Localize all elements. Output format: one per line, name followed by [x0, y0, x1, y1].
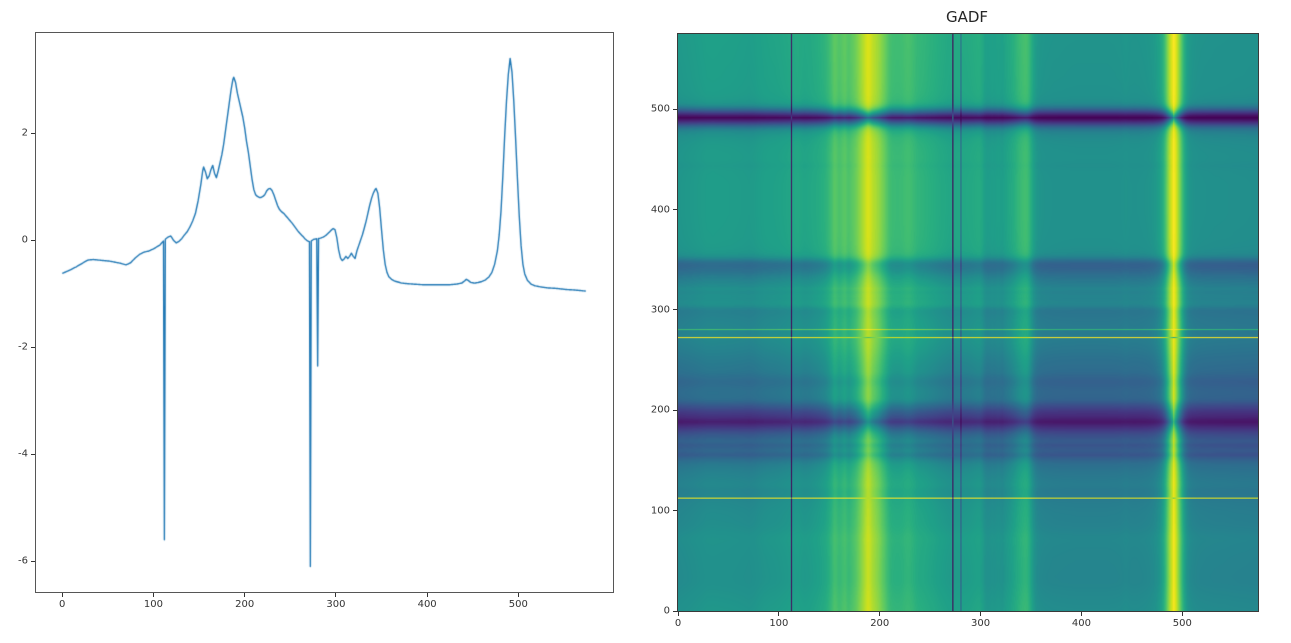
gadf-y-tick-0-label: 0: [663, 605, 670, 617]
gadf-y-tick-400-label: 400: [650, 204, 670, 216]
line-y-tick-2-label: 2: [21, 127, 28, 139]
line-y-tick-0-mark: [31, 239, 35, 241]
line-plot-canvas: [36, 33, 613, 592]
gadf-y-tick-200-mark: [673, 409, 677, 411]
line-y-tick--6-mark: [31, 560, 35, 562]
gadf-y-tick-0-mark: [673, 610, 677, 612]
gadf-x-tick-100-label: 100: [769, 618, 789, 629]
line-x-tick-400-label: 400: [417, 599, 437, 610]
gadf-x-tick-0-mark: [677, 612, 679, 616]
gadf-y-tick-500-mark: [673, 108, 677, 110]
gadf-x-tick-300-mark: [980, 612, 982, 616]
gadf-x-tick-400-label: 400: [1071, 618, 1092, 629]
gadf-x-tick-500-label: 500: [1172, 618, 1192, 629]
line-x-tick-300-mark: [335, 593, 337, 597]
gadf-y-tick-300-mark: [673, 309, 677, 311]
line-y-tick-2-mark: [31, 132, 35, 134]
gadf-heatmap-canvas: [678, 34, 1258, 611]
line-x-tick-0-mark: [61, 593, 63, 597]
gadf-x-tick-400-mark: [1080, 612, 1082, 616]
line-plot-axes: [35, 32, 614, 593]
line-y-tick--4-mark: [31, 453, 35, 455]
line-y-tick--6-label: -6: [18, 555, 28, 567]
gadf-x-tick-200-mark: [879, 612, 881, 616]
gadf-x-tick-200-label: 200: [870, 618, 890, 629]
line-y-tick--2-mark: [31, 346, 35, 348]
gadf-y-tick-400-mark: [673, 209, 677, 211]
gadf-y-tick-100-label: 100: [650, 505, 670, 517]
line-x-tick-500-mark: [517, 593, 519, 597]
gadf-y-tick-200-label: 200: [650, 404, 670, 416]
line-x-tick-100-label: 100: [143, 599, 163, 610]
line-x-tick-0-label: 0: [59, 599, 66, 610]
line-x-tick-400-mark: [426, 593, 428, 597]
gadf-x-tick-0-label: 0: [674, 618, 682, 629]
line-x-tick-200-mark: [244, 593, 246, 597]
gadf-y-tick-300-label: 300: [650, 304, 670, 316]
gadf-x-tick-100-mark: [778, 612, 780, 616]
gadf-title: GADF: [945, 8, 989, 26]
gadf-y-tick-100-mark: [673, 510, 677, 512]
gadf-x-tick-500-mark: [1181, 612, 1183, 616]
gadf-y-tick-500-label: 500: [650, 103, 670, 115]
line-y-tick-0-label: 0: [21, 234, 28, 246]
line-x-tick-300-label: 300: [326, 599, 346, 610]
line-x-tick-100-mark: [152, 593, 154, 597]
gadf-heatmap-axes: [677, 33, 1259, 612]
line-x-tick-500-label: 500: [508, 599, 528, 610]
line-y-tick--2-label: -2: [18, 341, 28, 353]
line-y-tick--4-label: -4: [18, 448, 28, 460]
gadf-x-tick-300-label: 300: [971, 618, 991, 629]
line-x-tick-200-label: 200: [235, 599, 255, 610]
